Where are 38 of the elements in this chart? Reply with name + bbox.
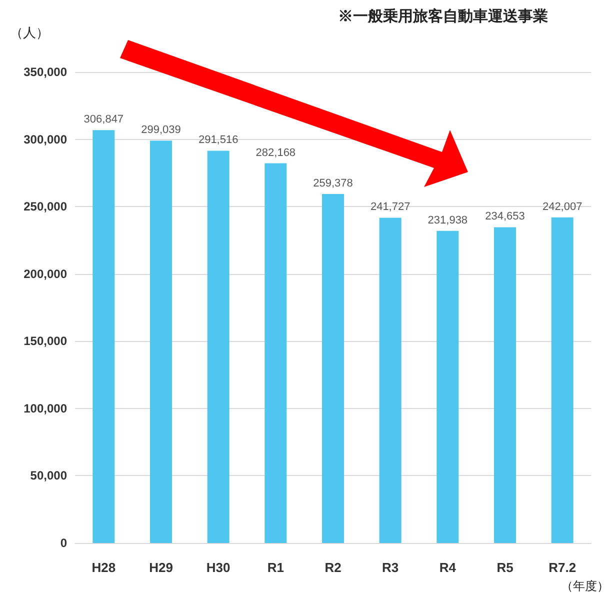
bar — [322, 194, 344, 543]
y-tick-label: 200,000 — [24, 266, 68, 281]
y-tick-label: 50,000 — [30, 468, 68, 483]
bar — [494, 227, 516, 543]
bar — [264, 163, 287, 543]
y-tick-label: 250,000 — [24, 200, 68, 214]
data-label: 231,938 — [428, 214, 468, 226]
x-tick-label: H30 — [206, 560, 230, 575]
x-tick-label: R4 — [439, 560, 457, 575]
data-label: 259,378 — [313, 177, 353, 190]
data-label: 241,727 — [370, 201, 410, 214]
y-tick-label: 0 — [60, 536, 68, 550]
x-tick-label: R5 — [496, 560, 514, 575]
y-axis-title: （人） — [10, 25, 49, 40]
bar — [436, 230, 459, 543]
x-tick-label: H28 — [92, 560, 116, 575]
data-label: 282,168 — [256, 146, 296, 159]
data-label: 242,007 — [542, 200, 582, 213]
chart-title: ※一般乗用旅客自動車運送事業 — [338, 7, 548, 25]
x-tick-label: H29 — [149, 560, 173, 575]
x-axis-title: （年度） — [561, 579, 609, 593]
bar — [92, 130, 115, 543]
bar — [379, 218, 402, 543]
y-tick-label: 350,000 — [24, 65, 68, 79]
bar — [551, 217, 574, 543]
y-tick-label: 100,000 — [24, 401, 68, 416]
x-tick-label: R1 — [267, 560, 284, 575]
data-label: 291,516 — [198, 134, 238, 146]
bar — [207, 150, 230, 543]
y-tick-label: 150,000 — [24, 334, 68, 348]
data-label: 234,653 — [485, 210, 525, 223]
data-label: 306,847 — [84, 114, 124, 126]
x-tick-label: R3 — [382, 560, 399, 575]
y-tick-label: 300,000 — [24, 132, 68, 146]
x-tick-label: R2 — [324, 560, 342, 575]
x-tick-label: R7.2 — [548, 560, 576, 575]
bar — [150, 140, 172, 543]
data-label: 299,039 — [141, 124, 181, 136]
